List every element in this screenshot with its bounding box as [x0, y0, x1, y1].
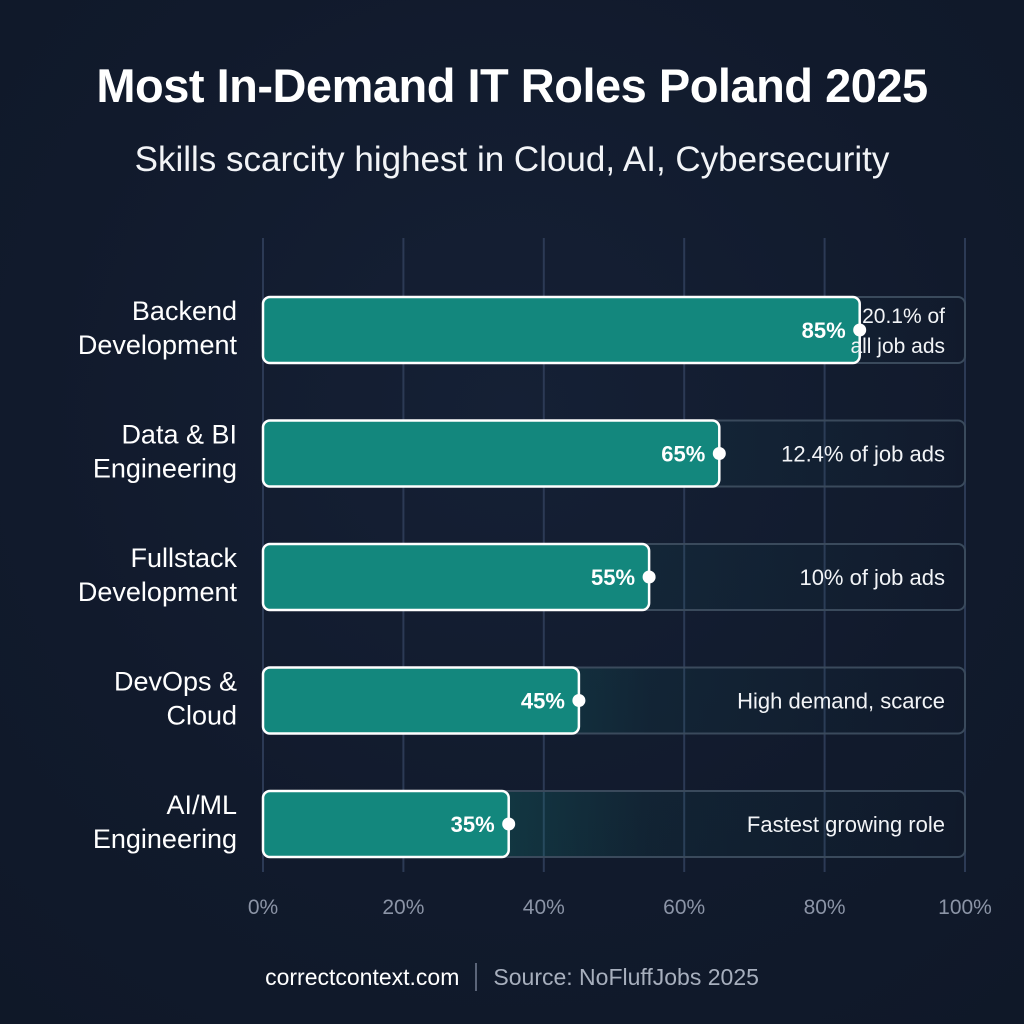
bar-annotation: High demand, scarce [737, 689, 945, 714]
chart-title: Most In-Demand IT Roles Poland 2025 [96, 59, 928, 112]
x-tick-label: 40% [523, 896, 565, 919]
category-label: Development [78, 330, 238, 360]
bar-end-marker [642, 570, 656, 584]
x-tick-label: 100% [938, 896, 992, 919]
category-label: Data & BI [121, 420, 237, 450]
bar-value-label: 35% [451, 812, 495, 837]
bar-value-label: 45% [521, 689, 565, 714]
category-label: AI/ML [166, 790, 237, 820]
category-label: Engineering [93, 824, 237, 854]
category-label: Engineering [93, 454, 237, 484]
bar-value-label: 65% [661, 442, 705, 467]
bar-annotation: 10% of job ads [799, 565, 945, 590]
x-tick-label: 80% [804, 896, 846, 919]
category-label: Backend [132, 296, 237, 326]
footer-divider [475, 963, 478, 991]
bar-end-marker [572, 694, 586, 707]
bar-value-label: 55% [591, 565, 635, 590]
bar [261, 295, 861, 365]
bar-annotation: all job ads [850, 335, 945, 358]
bar-annotation: 20.1% of [862, 305, 945, 328]
category-label: DevOps & [114, 667, 237, 697]
chart-subtitle: Skills scarcity highest in Cloud, AI, Cy… [134, 140, 890, 179]
x-tick-label: 60% [663, 896, 705, 919]
x-tick-label: 20% [382, 896, 424, 919]
category-label: Development [78, 577, 238, 607]
category-label: Fullstack [130, 543, 237, 573]
bar-end-marker [712, 447, 726, 460]
bar-annotation: Fastest growing role [747, 812, 945, 837]
category-label: Cloud [166, 701, 237, 731]
bar-annotation: 12.4% of job ads [781, 442, 945, 467]
x-tick-label: 0% [248, 896, 278, 919]
footer-site[interactable]: correctcontext.com [265, 964, 460, 990]
footer-source: Source: NoFluffJobs 2025 [493, 964, 759, 990]
bar-value-label: 85% [802, 318, 846, 343]
bar-end-marker [853, 323, 867, 337]
bar-end-marker [502, 817, 516, 831]
footer: correctcontext.com Source: NoFluffJobs 20… [0, 963, 1024, 991]
bar [261, 419, 721, 488]
